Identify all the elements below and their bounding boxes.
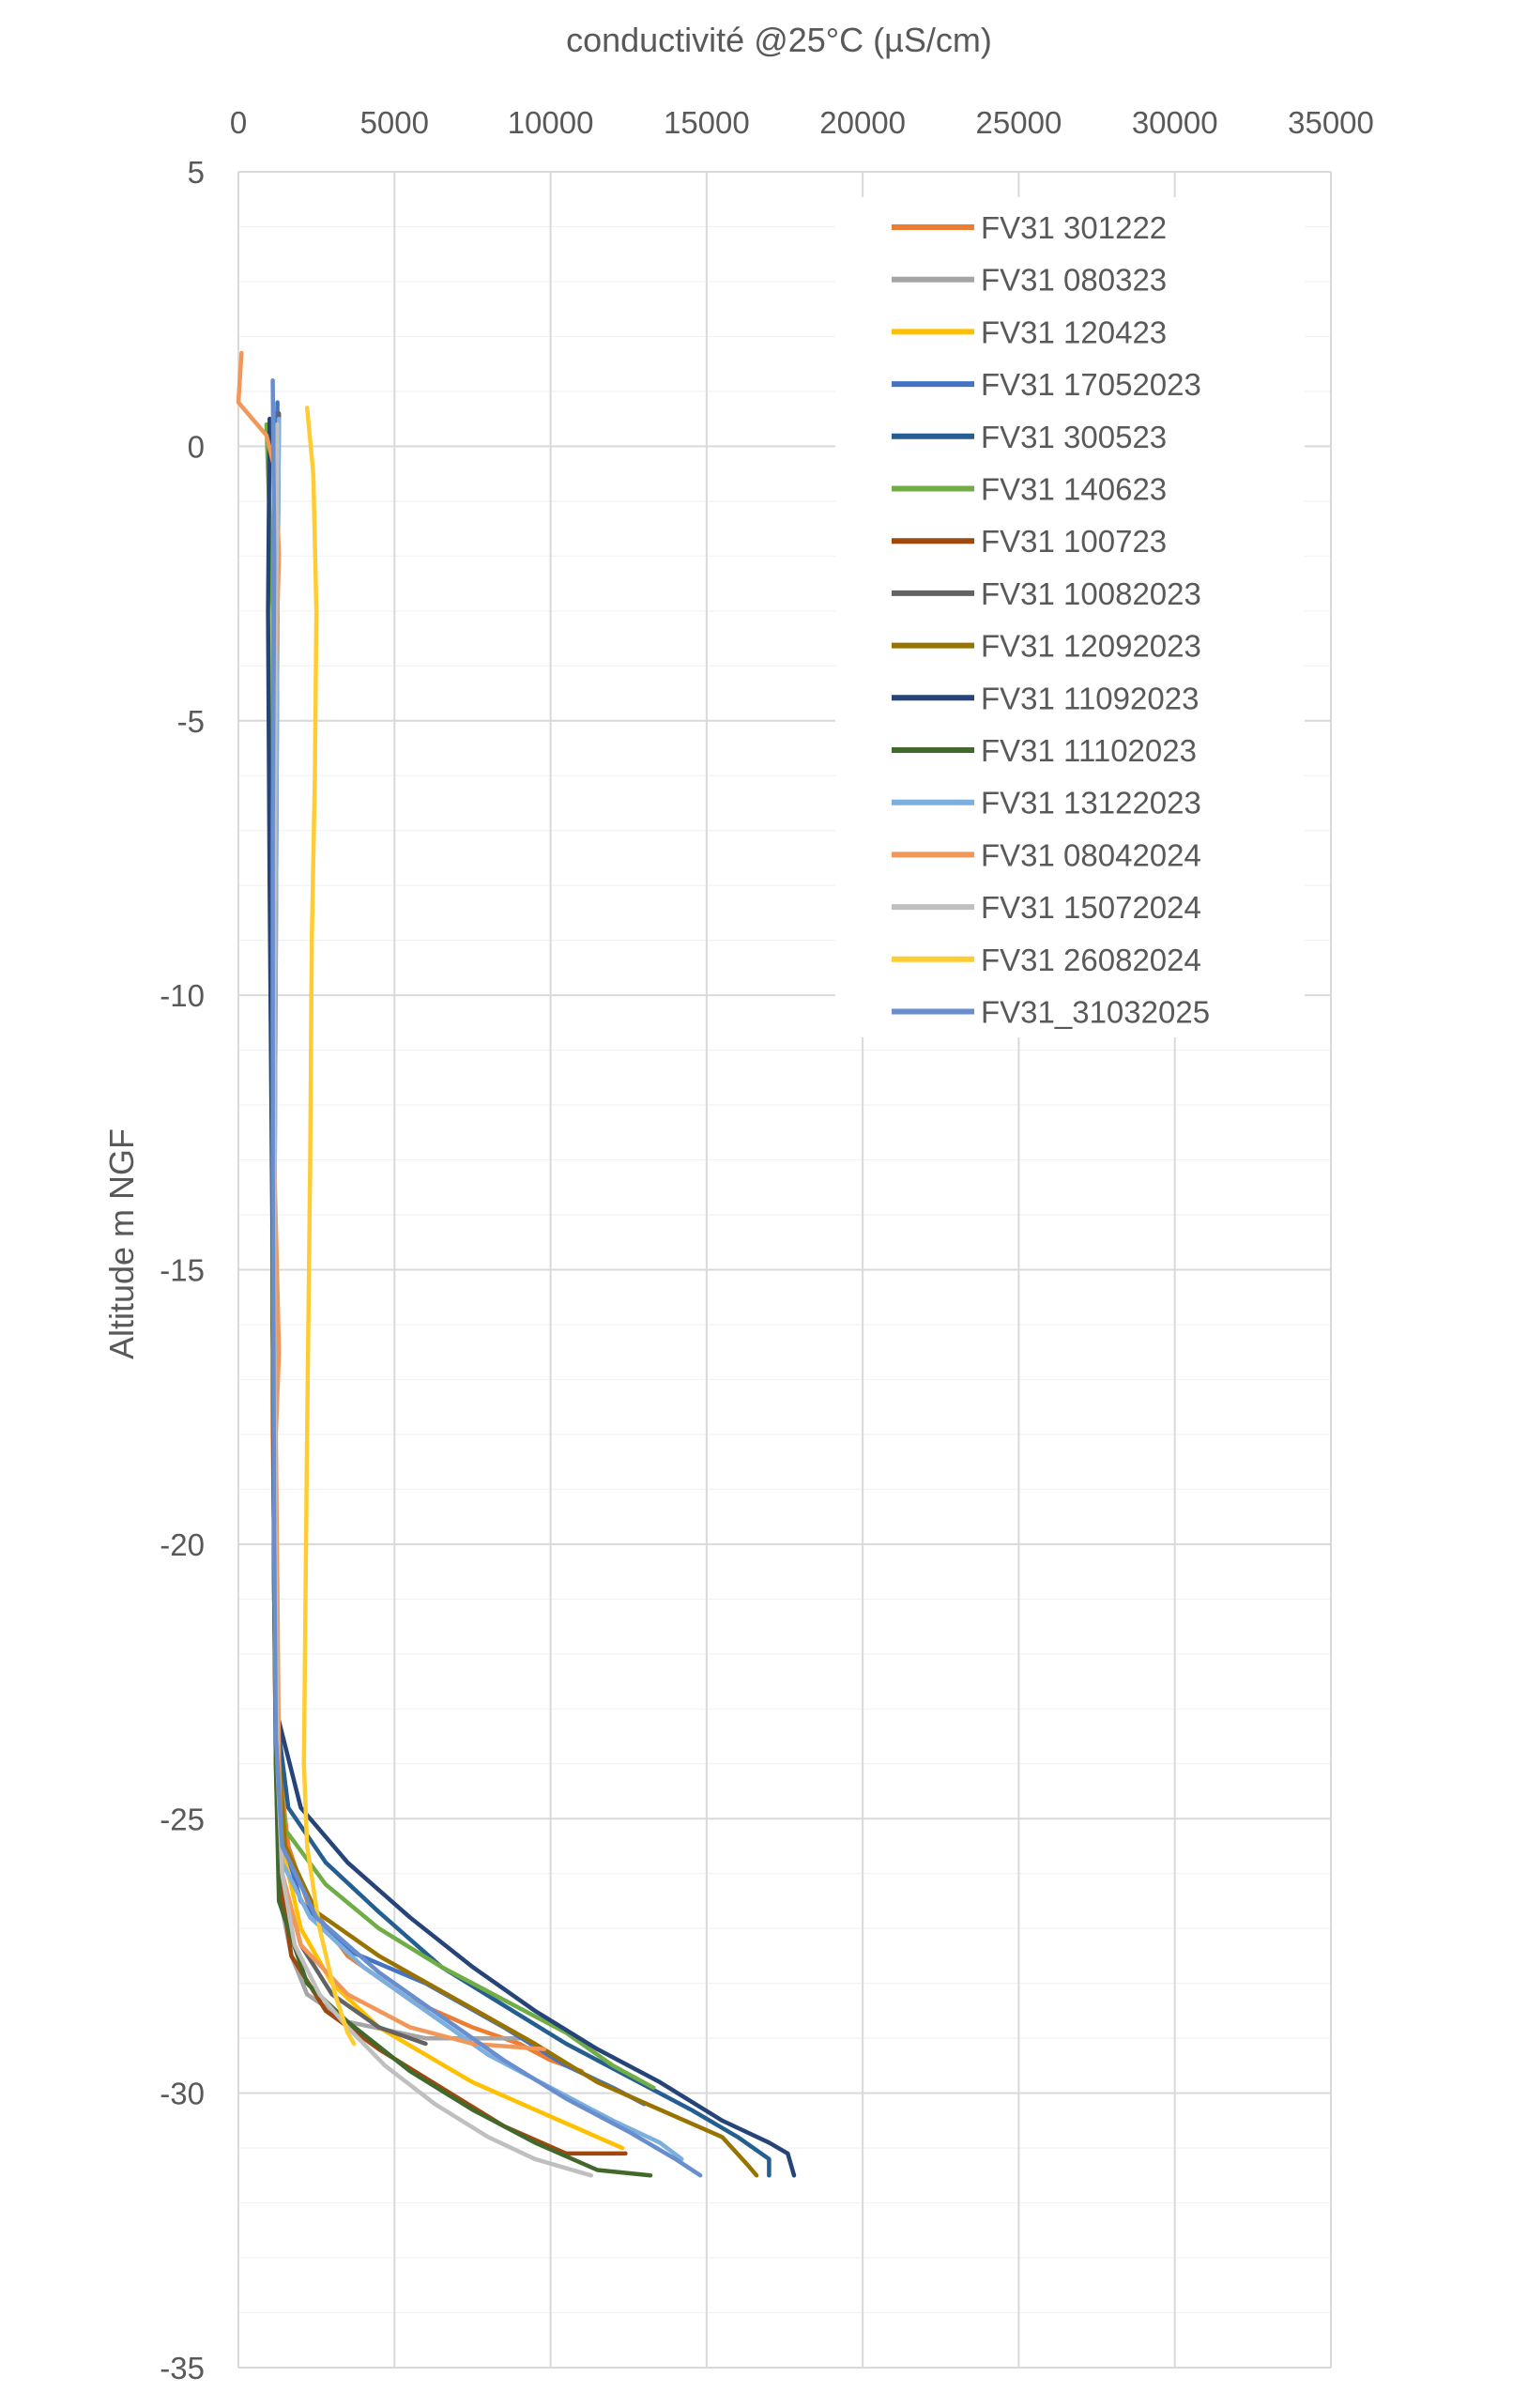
y-tick-label: 0 [188,429,205,464]
series-line-12 [271,416,684,2162]
y-tick-label: -10 [160,978,205,1013]
legend-item: FV31 120423 [892,314,1167,349]
series-line-9 [271,422,759,2178]
y-tick-label: -25 [160,1802,205,1836]
legend-label: FV31 120423 [981,314,1167,349]
legend-label: FV31_31032025 [981,995,1210,1030]
legend-label: FV31 100723 [981,524,1167,559]
legend-item: FV31 12092023 [892,629,1201,664]
legend-item: FV31 11092023 [892,681,1199,715]
series-line-1 [270,416,585,2074]
series-layer [236,350,797,2178]
legend-label: FV31 08042024 [981,837,1201,872]
x-tick-label: 20000 [819,105,906,140]
series-line-10 [266,416,797,2178]
x-tick-label: 25000 [976,105,1062,140]
legend-label: FV31 140623 [981,472,1167,507]
series-line-11 [270,427,653,2178]
series-line-5 [270,427,772,2178]
x-tick-label: 35000 [1288,105,1374,140]
y-tick-label: -35 [160,2351,205,2385]
legend-label: FV31 300523 [981,420,1167,454]
y-tick-label: -30 [160,2077,205,2111]
y-tick-label: -15 [160,1253,205,1288]
x-tick-label: 0 [230,105,247,140]
series-line-3 [271,422,625,2151]
x-axis-title: conductivité @25°C (µS/cm) [566,21,992,59]
legend-label: FV31 13122023 [981,786,1201,821]
legend-item: FV31 080323 [892,263,1167,298]
legend-item: FV31 13122023 [892,786,1201,821]
legend-label: FV31 15072024 [981,890,1201,925]
x-tick-label: 5000 [360,105,429,140]
y-axis-title: Altitude m NGF [102,1128,141,1359]
series-line-7 [270,427,628,2156]
series-line-15 [301,406,357,2047]
legend-item: FV31 300523 [892,420,1167,454]
legend-item: FV31 10082023 [892,576,1201,611]
x-tick-label: 10000 [508,105,594,140]
legend-label: FV31 26082024 [981,943,1201,977]
legend-label: FV31 17052023 [981,367,1201,402]
x-tick-label: 15000 [664,105,750,140]
legend-item: FV31 140623 [892,472,1167,507]
tick-labels: 0 5000 10000 15000 20000 25000 30000 3500050-5-… [160,105,1374,2385]
legend-item: FV31_31032025 [892,995,1210,1030]
legend-label: FV31 10082023 [981,576,1201,611]
legend-item: FV31 100723 [892,524,1167,559]
legend-label: FV31 11092023 [981,681,1199,715]
legend-background [835,197,1305,1037]
series-line-14 [271,422,594,2178]
series-line-16 [270,377,703,2178]
y-tick-label: 5 [188,155,205,190]
legend-item: FV31 26082024 [892,943,1201,977]
legend-item: FV31 11102023 [892,733,1197,768]
y-tick-label: -5 [177,704,205,739]
x-tick-label: 30000 [1132,105,1218,140]
legend-item: FV31 15072024 [892,890,1201,925]
y-tick-label: -20 [160,1527,205,1562]
legend-item: FV31 17052023 [892,367,1201,402]
legend-item: FV31 301222 [892,210,1167,245]
legend-label: FV31 080323 [981,263,1167,298]
legend-label: FV31 301222 [981,210,1167,245]
series-line-4 [271,400,647,2107]
legend-item: FV31 08042024 [892,837,1201,872]
legend-label: FV31 11102023 [981,733,1197,768]
legend-label: FV31 12092023 [981,629,1201,664]
legend: FV31 301222 FV31 080323 FV31 120423 FV31 17… [892,210,1210,1030]
